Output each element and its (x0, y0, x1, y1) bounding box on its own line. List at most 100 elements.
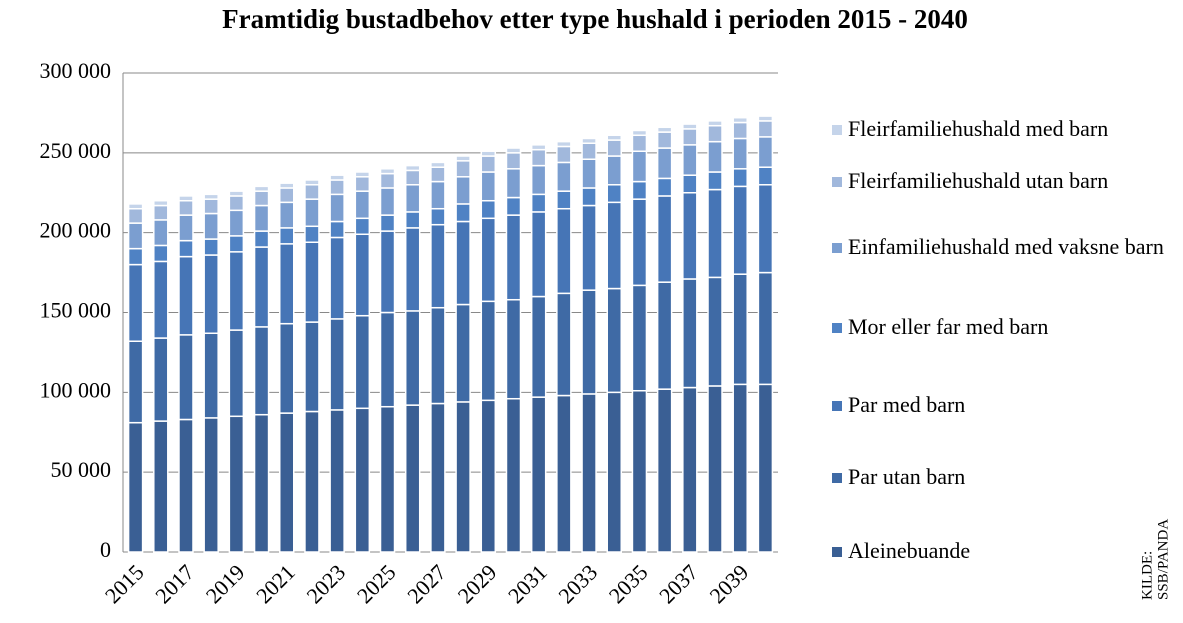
bar-segment (581, 158, 597, 189)
bar-segment (379, 172, 396, 189)
bar-segment (732, 121, 748, 140)
bar-segment (455, 303, 471, 403)
legend-swatch (832, 401, 842, 411)
bar-segment (505, 397, 522, 553)
legend-swatch (832, 547, 842, 557)
bar-segment (732, 116, 748, 124)
bar-segment (455, 176, 471, 205)
bar-segment (178, 199, 194, 216)
bar-segment (757, 115, 774, 122)
bar-segment (404, 310, 421, 406)
bar-segment (480, 199, 497, 220)
bar-segment (253, 185, 270, 192)
bar-segment (228, 190, 245, 197)
x-tick-label: 2023 (301, 559, 350, 608)
x-tick-label: 2027 (402, 559, 451, 608)
bar-segment (556, 161, 572, 192)
bar-segment (581, 137, 597, 145)
bar-segment (354, 233, 371, 317)
bar-segment (430, 207, 446, 226)
x-tick-label: 2037 (654, 559, 703, 608)
bar-segment (505, 298, 522, 400)
bar-segment (430, 166, 446, 183)
bar-segment (556, 145, 572, 164)
bar-segment (127, 247, 144, 266)
bar-segment (253, 190, 270, 207)
bar-segment (153, 260, 169, 339)
bar-segment (178, 214, 194, 242)
y-tick-label: 0 (100, 537, 111, 562)
bar-segment (354, 217, 371, 236)
bar-segment (757, 271, 774, 386)
bar-segment (304, 184, 320, 200)
bar-segment (153, 219, 169, 247)
bar-segment (153, 204, 169, 221)
bar-segment (455, 401, 471, 553)
bar-segment (203, 193, 219, 200)
bar-segment (505, 152, 522, 170)
bar-segment (707, 385, 723, 553)
bar-segment (279, 182, 295, 189)
bar-segment (178, 195, 194, 202)
bar-segment (379, 168, 396, 175)
y-tick-label: 50 000 (51, 457, 112, 482)
bar-segment (253, 230, 270, 248)
legend-label: Par med barn (848, 392, 966, 417)
bar-segment (732, 168, 748, 188)
bar-segment (631, 284, 648, 392)
bar-segment (203, 198, 219, 215)
bar-segment (430, 402, 446, 553)
legend-label: Mor eller far med barn (848, 314, 1049, 339)
bar-segment (379, 311, 396, 408)
legend-label: Einfamiliehushald med vaksne barn (848, 234, 1164, 259)
bar-segment (127, 207, 144, 224)
bar-segment (556, 394, 572, 553)
bar-segment (631, 198, 648, 287)
chart-title: Framtidig bustadbehov etter type hushald… (222, 4, 968, 34)
bar-segment (228, 415, 245, 553)
bar-segment (228, 235, 245, 253)
bar-segment (707, 276, 723, 387)
bar-segment (606, 391, 622, 553)
bar-segment (404, 227, 421, 312)
legend-swatch (832, 323, 842, 333)
bar-segment (153, 199, 169, 207)
bar-segment (656, 388, 673, 553)
x-tick-label: 2017 (150, 559, 199, 608)
bar-segment (556, 140, 572, 148)
bar-segment (178, 334, 194, 421)
bar-segment (178, 255, 194, 336)
bar-segment (606, 134, 622, 141)
x-tick-label: 2029 (453, 559, 502, 608)
bar-segment (203, 332, 219, 419)
bar-segment (656, 195, 673, 283)
x-tick-label: 2031 (503, 559, 552, 608)
bar-segment (455, 220, 471, 306)
bar-segment (178, 418, 194, 553)
bar-segment (455, 203, 471, 223)
bar-segment (404, 164, 421, 172)
bar-segment (707, 140, 723, 173)
bar-segment (556, 190, 572, 210)
bar-segment (304, 179, 320, 186)
bar-segment (354, 314, 371, 410)
bar-segment (606, 139, 622, 157)
bar-segment (455, 155, 471, 162)
bar-segment (329, 220, 345, 239)
bar-segment (480, 300, 497, 402)
bar-segment (480, 150, 497, 157)
bar-segment (732, 185, 748, 275)
bar-segment (404, 404, 421, 553)
bar-segment (329, 236, 345, 320)
bar-segment (757, 120, 774, 138)
bar-segment (404, 211, 421, 229)
legend-label: Par utan barn (848, 464, 966, 489)
bar-segment (480, 217, 497, 303)
bar-segment (354, 407, 371, 553)
bar-segment (631, 134, 648, 152)
legend-swatch (832, 177, 842, 187)
bar-segment (682, 123, 698, 130)
bar-segment (304, 321, 320, 413)
bar-segment (430, 180, 446, 210)
bar-segment (153, 420, 169, 553)
